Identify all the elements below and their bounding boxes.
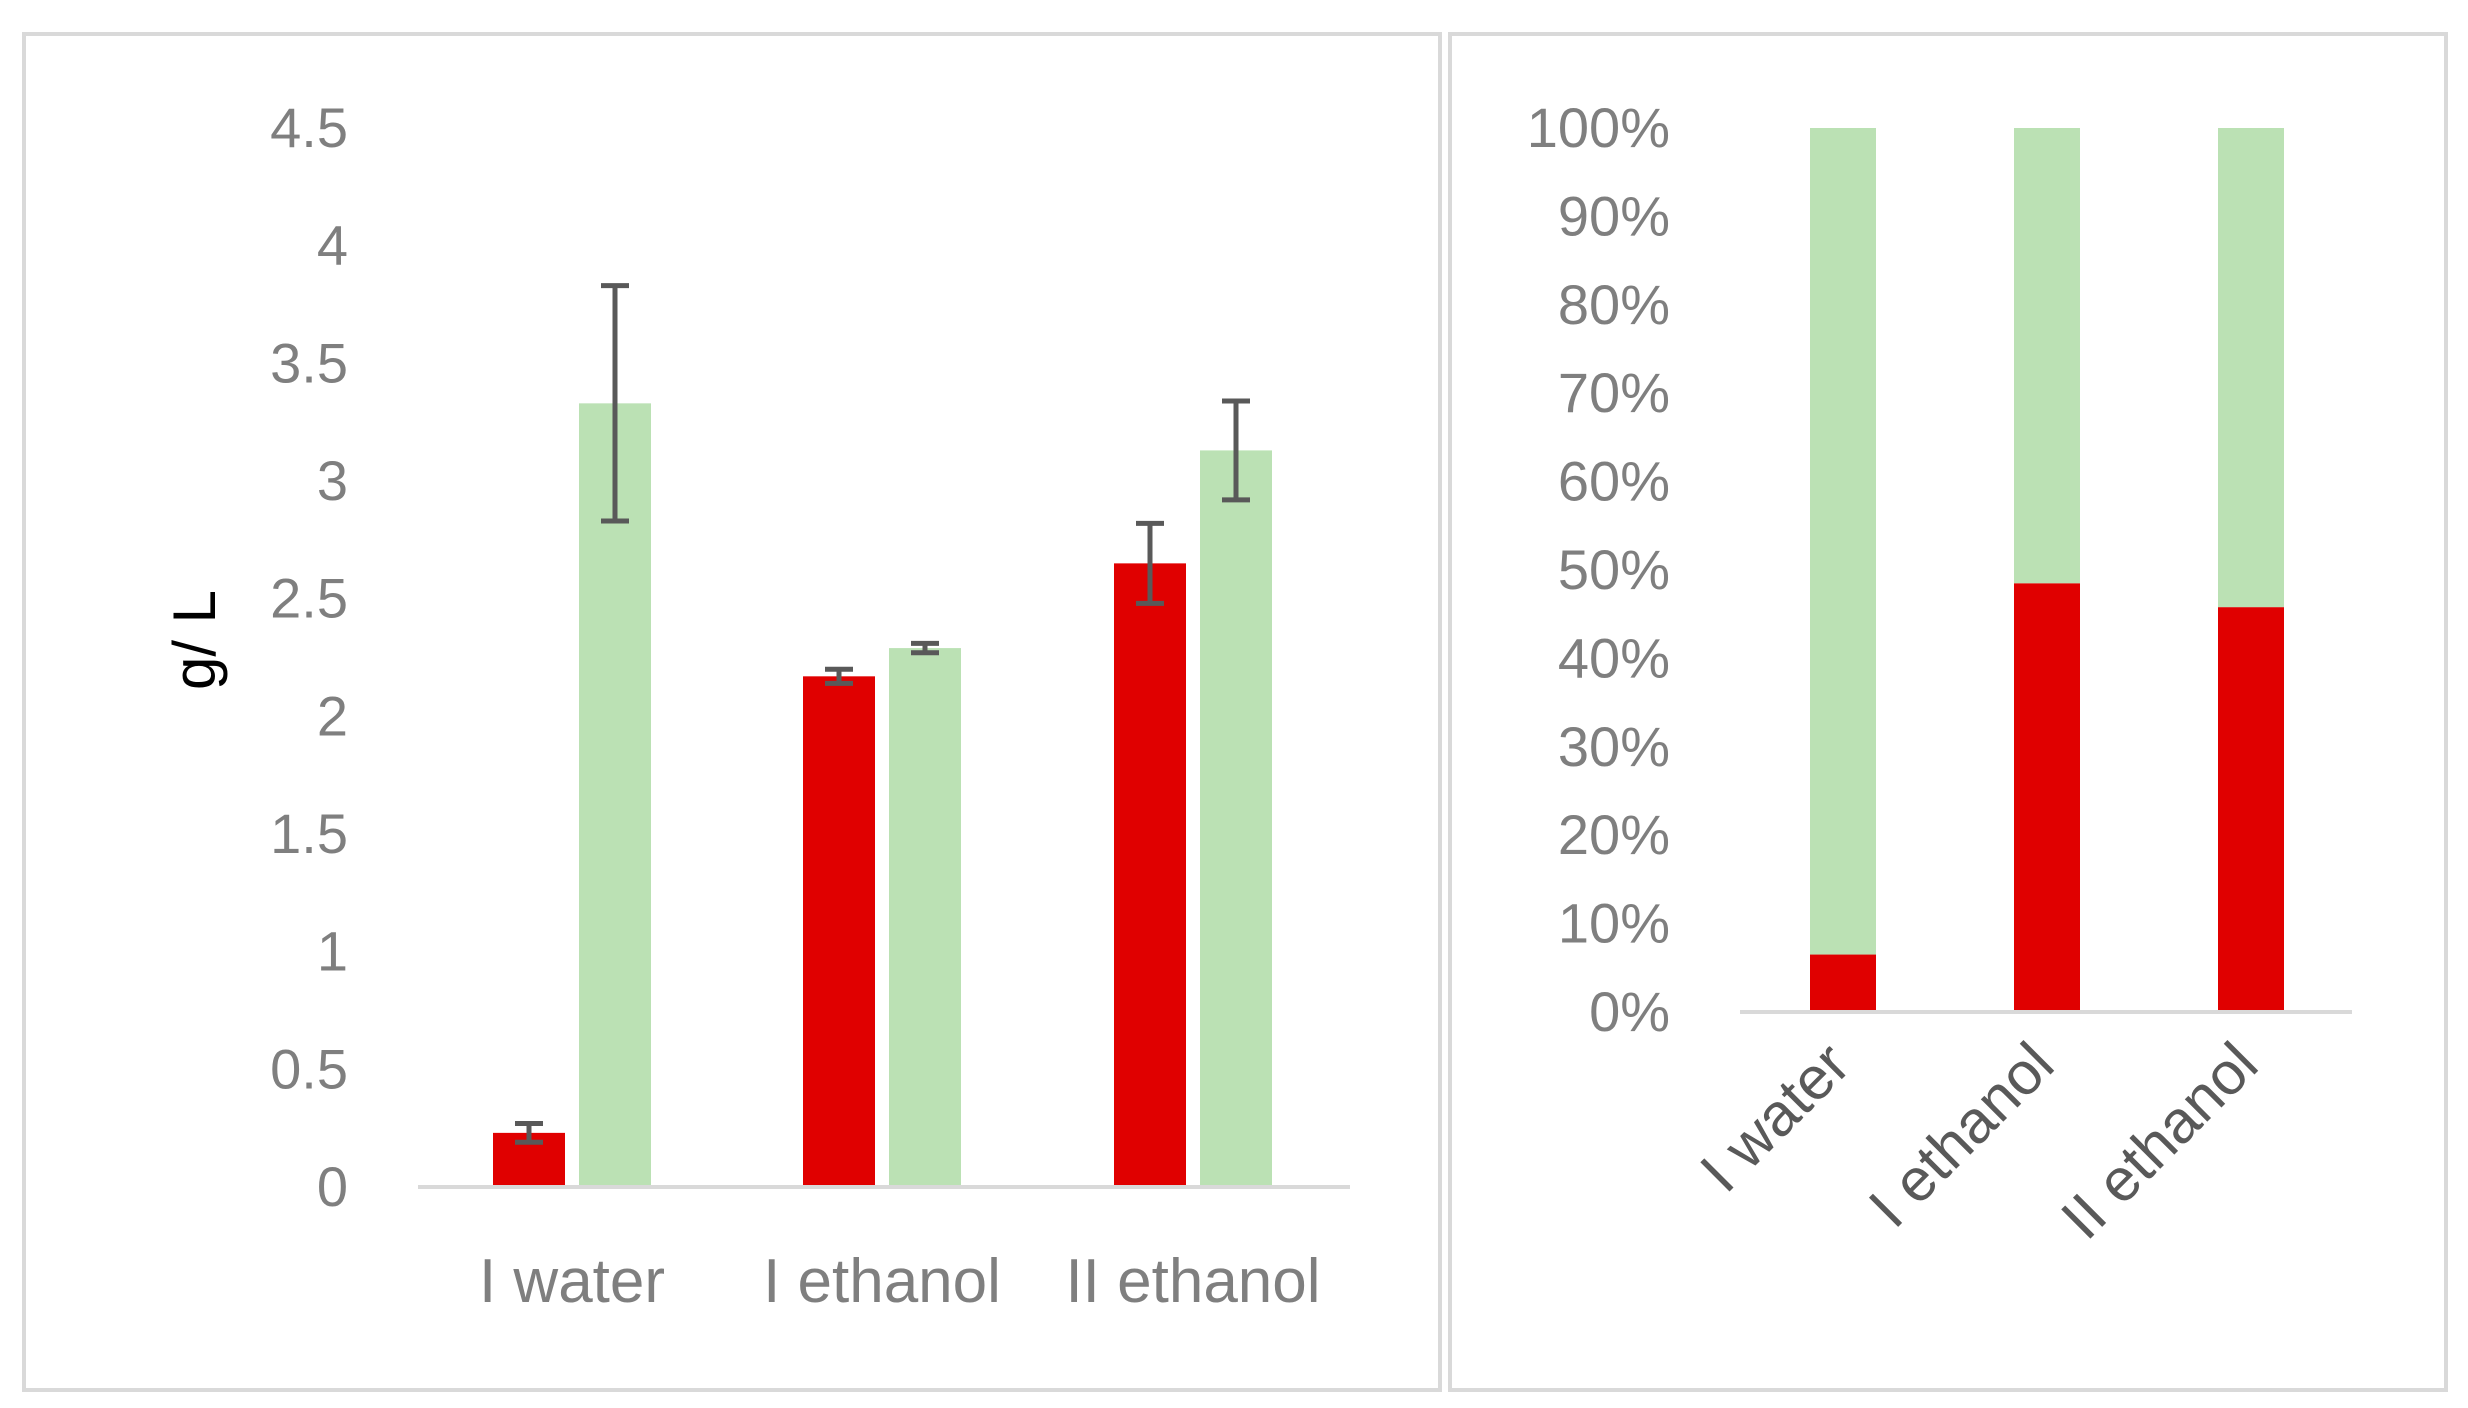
right-y-tick-label: 10% — [1558, 892, 1670, 955]
right-y-tick-label: 40% — [1558, 626, 1670, 689]
left-bar-red — [803, 676, 875, 1187]
left-y-tick-label: 4 — [317, 214, 348, 277]
left-error-bars — [515, 283, 1250, 1145]
right-y-tick-label: 60% — [1558, 450, 1670, 513]
right-bar-green — [2014, 128, 2080, 584]
right-bar-red — [2218, 607, 2284, 1012]
right-bar-red — [1810, 954, 1876, 1012]
left-error-bar — [515, 1120, 543, 1145]
left-y-tick-label: 1 — [317, 920, 348, 983]
left-y-tick-label: 1.5 — [270, 802, 348, 865]
left-y-tick-label: 3.5 — [270, 331, 348, 394]
right-bars — [1810, 128, 2284, 1012]
right-bar-green — [1810, 128, 1876, 955]
left-category-label: II ethanol — [1065, 1247, 1320, 1316]
left-y-tick-labels: 0 0.5 1 1.5 2 2.5 3 3.5 4 4.5 — [270, 96, 348, 1218]
right-bar-red — [2014, 583, 2080, 1012]
left-category-labels: I water I ethanol II ethanol — [479, 1247, 1321, 1316]
left-y-tick-label: 4.5 — [270, 96, 348, 159]
left-bar-green — [579, 403, 651, 1188]
left-bar-red — [1114, 563, 1186, 1187]
right-bar-green — [2218, 128, 2284, 608]
left-error-bar — [911, 640, 939, 656]
left-error-bar — [601, 283, 629, 524]
left-y-tick-label: 0.5 — [270, 1037, 348, 1100]
left-bar-green — [1200, 450, 1272, 1187]
right-y-tick-label: 20% — [1558, 803, 1670, 866]
right-y-tick-label: 70% — [1558, 361, 1670, 424]
left-error-bar — [1136, 520, 1164, 606]
right-y-tick-label: 90% — [1558, 184, 1670, 247]
right-y-tick-labels: 0% 10% 20% 30% 40% 50% 60% 70% 80% 90% 100% — [1527, 96, 1670, 1043]
right-y-tick-label: 80% — [1558, 273, 1670, 336]
left-y-tick-label: 0 — [317, 1155, 348, 1218]
left-category-label: I ethanol — [763, 1247, 1001, 1316]
right-y-tick-label: 0% — [1589, 980, 1670, 1043]
right-y-tick-label: 50% — [1558, 538, 1670, 601]
right-y-tick-label: 100% — [1527, 96, 1670, 159]
left-y-tick-label: 3 — [317, 449, 348, 512]
left-y-tick-label: 2 — [317, 684, 348, 747]
left-y-axis-title: g/ L — [161, 590, 228, 690]
left-category-label: I water — [479, 1247, 665, 1316]
left-bars — [493, 403, 1272, 1188]
left-bar-green — [889, 648, 961, 1187]
left-error-bar — [825, 666, 853, 686]
left-error-bar — [1222, 398, 1250, 503]
left-y-tick-label: 2.5 — [270, 567, 348, 630]
left-chart: g/ L 0 0.5 1 1.5 2 2.5 3 3.5 4 4.5 I water I ethan… — [161, 96, 1350, 1316]
right-y-tick-label: 30% — [1558, 715, 1670, 778]
